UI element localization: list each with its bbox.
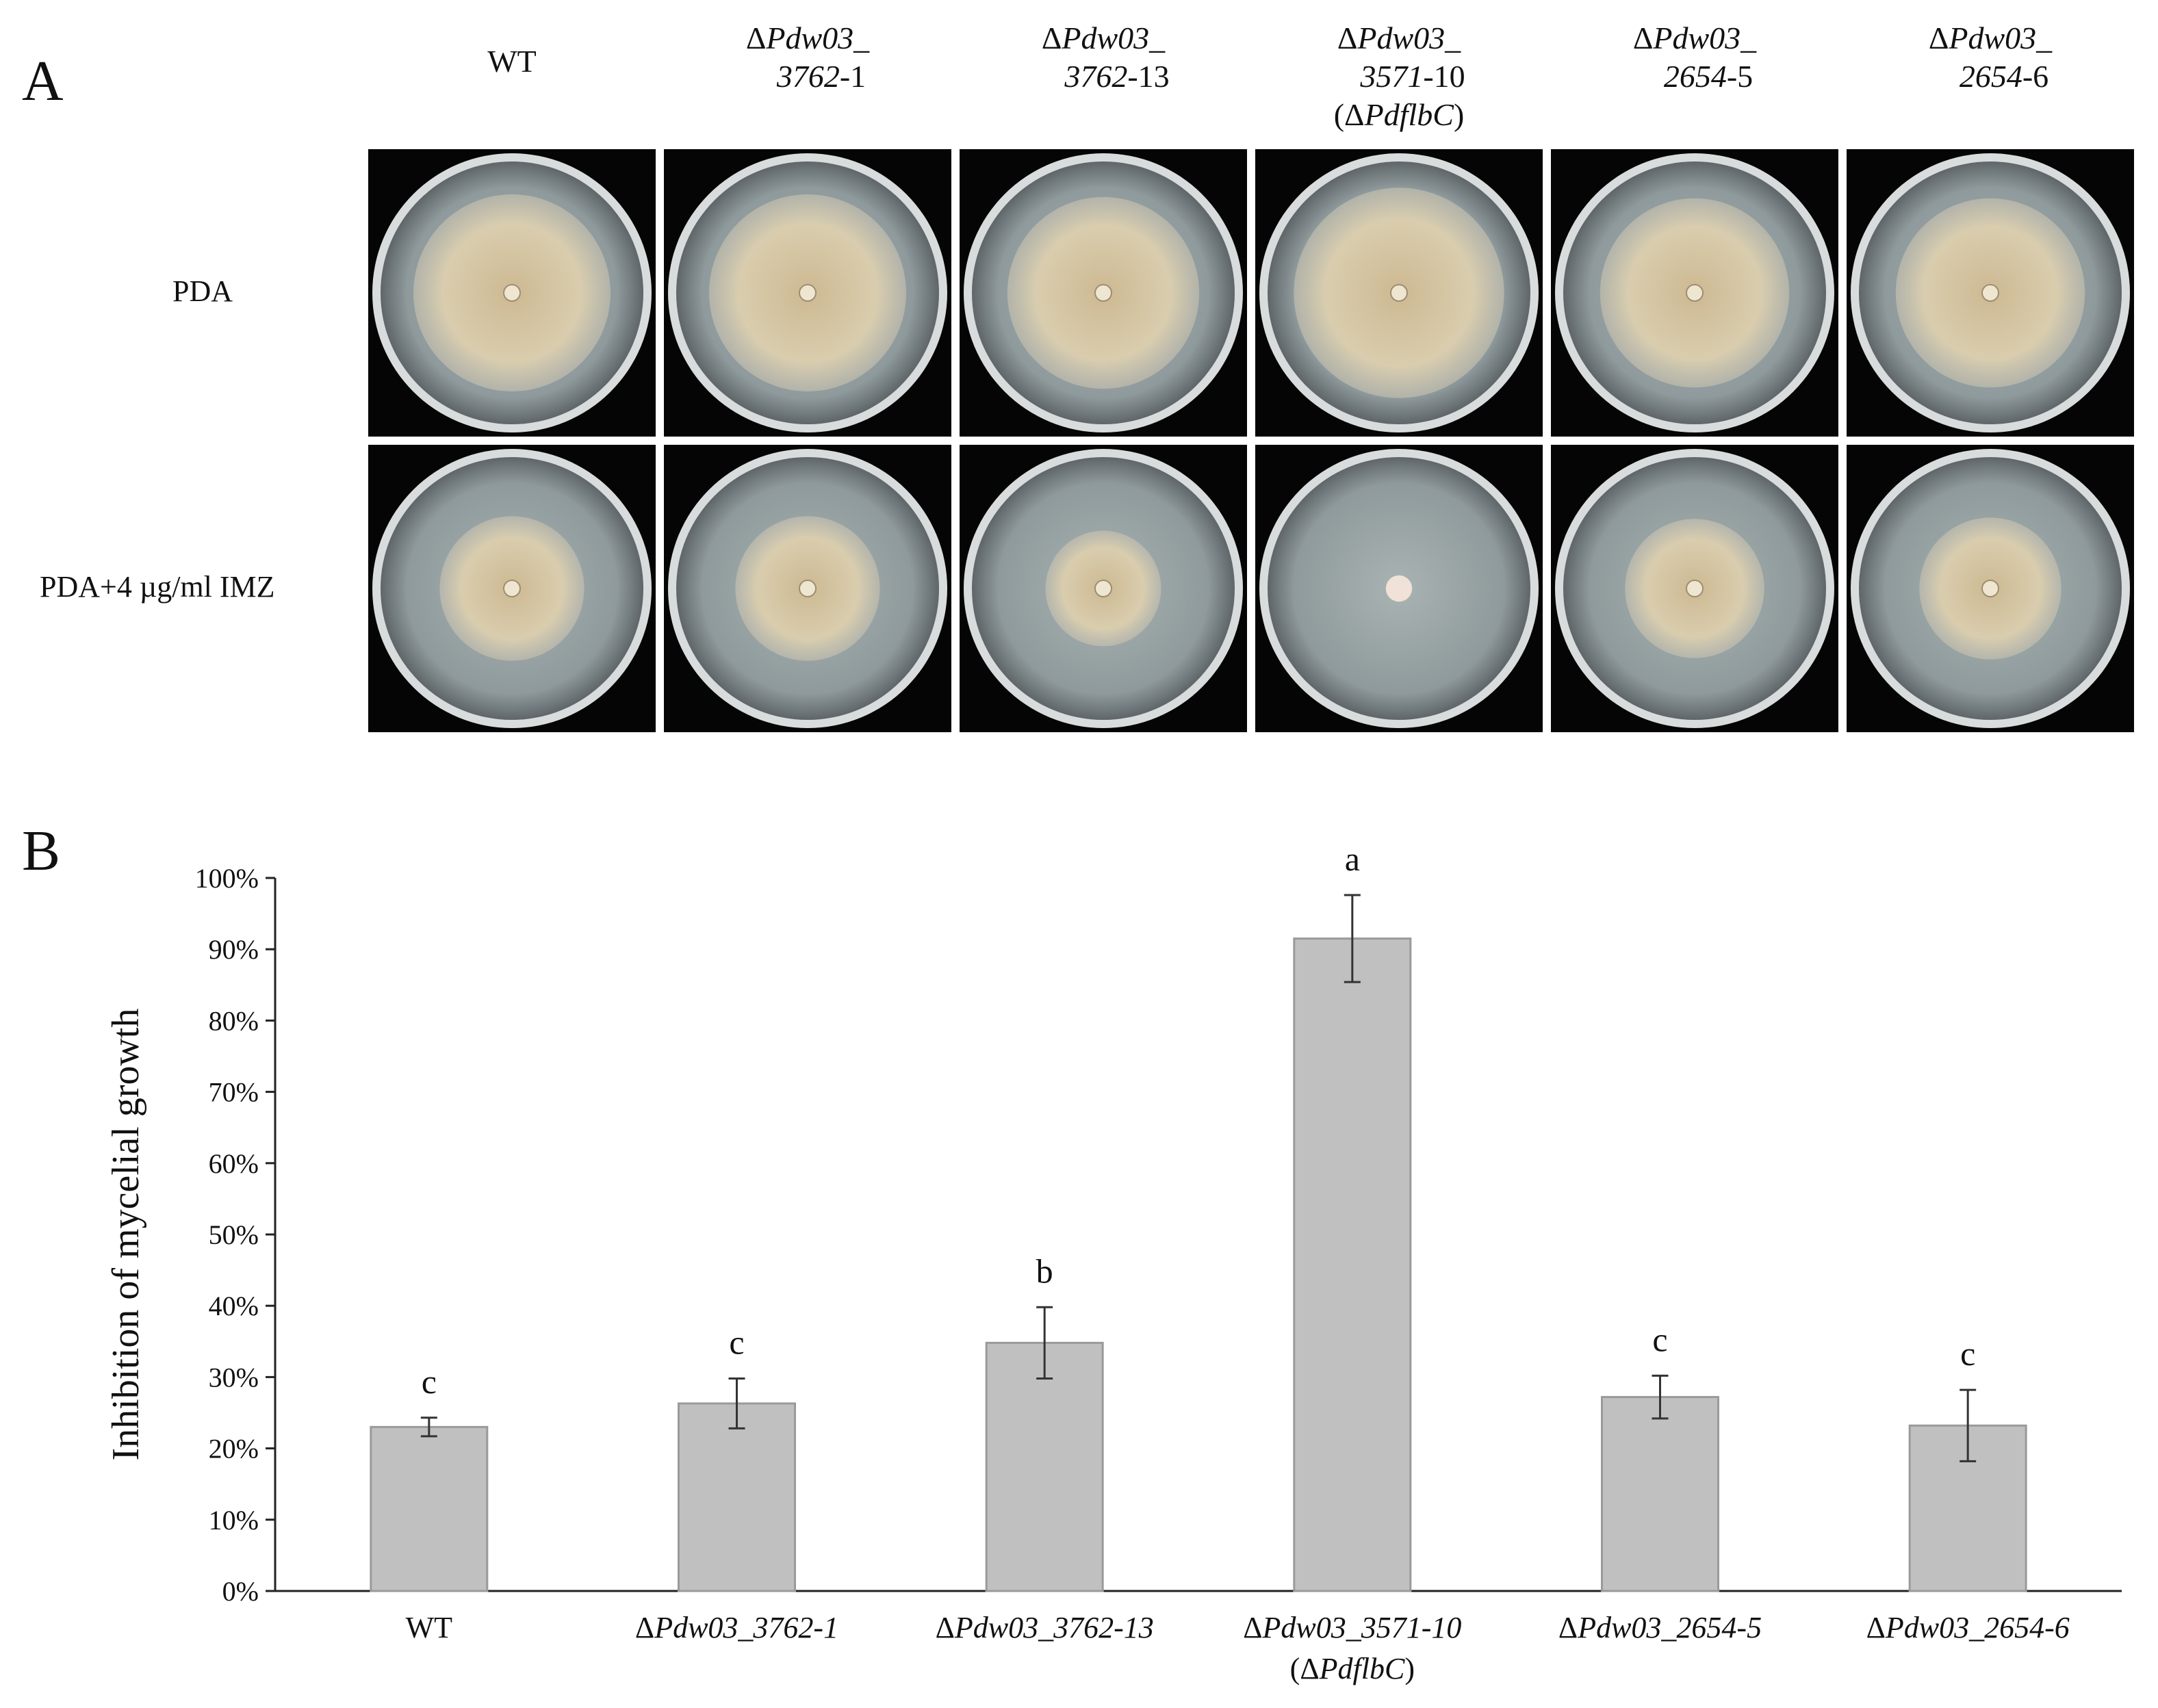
column-header-line: ΔPdw03_ (1632, 21, 1757, 55)
inoculum-plug (799, 580, 817, 597)
y-tick-label: 30% (209, 1362, 259, 1393)
column-header-line: WT (487, 44, 537, 79)
y-tick-label: 90% (209, 934, 259, 965)
column-header-line: 2654-6 (1959, 59, 2049, 94)
inoculum-plug (1686, 284, 1704, 302)
significance-label: c (1652, 1320, 1667, 1358)
y-tick-label: 20% (209, 1434, 259, 1464)
column-header-1: WT (368, 42, 656, 81)
petri-plate (368, 445, 656, 732)
bar (370, 1425, 489, 1592)
petri-plate (1847, 149, 2134, 437)
petri-plate (1551, 445, 1838, 732)
significance-label: a (1345, 840, 1360, 878)
inoculum-plug (799, 284, 817, 302)
petri-plate (960, 149, 1247, 437)
column-header-4: ΔPdw03_ 3571-10 (ΔPdflbC) (1255, 19, 1543, 134)
column-header-line: ΔPdw03_ (745, 21, 870, 55)
y-tick-label: 60% (209, 1148, 259, 1179)
petri-plate (368, 149, 656, 437)
panel-a-letter: A (22, 49, 64, 113)
inoculum-plug (503, 580, 521, 597)
y-tick-label: 50% (209, 1219, 259, 1250)
x-tick-label: WT (406, 1611, 453, 1644)
x-tick-label: ΔPdw03_2654-6 (1866, 1611, 2070, 1644)
inoculum-plug (1094, 284, 1112, 302)
row-label-1: PDA (172, 274, 233, 308)
row-label-2: PDA+4 µg/ml IMZ (40, 570, 275, 604)
inoculum-plug (1094, 580, 1112, 597)
x-tick-label: ΔPdw03_2654-5 (1558, 1611, 1762, 1644)
x-tick-label: ΔPdw03_3762-13 (936, 1611, 1154, 1644)
significance-label: b (1036, 1252, 1053, 1290)
x-tick-label: ΔPdw03_3571-10 (1243, 1611, 1461, 1644)
panel-b-letter: B (22, 819, 61, 883)
inoculum-plug (503, 284, 521, 302)
column-header-3: ΔPdw03_ 3762-13 (960, 19, 1247, 96)
bar (1293, 937, 1412, 1592)
bar (1601, 1396, 1719, 1592)
petri-plate (960, 445, 1247, 732)
column-header-2: ΔPdw03_ 3762-1 (664, 19, 951, 96)
y-tick-label: 80% (209, 1005, 259, 1036)
inoculum-plug (1981, 284, 1999, 302)
column-header-line: 3762-1 (776, 59, 866, 94)
petri-plate (664, 149, 951, 437)
petri-plate (1551, 149, 1838, 437)
inoculum-plug (1686, 580, 1704, 597)
y-tick-label: 0% (222, 1576, 259, 1607)
bar-chart: 0% 10% 20% 30% 40% 50% 60% 70% 80% 90% 100% Inhibit… (105, 840, 2122, 1685)
column-header-line: 2654-5 (1663, 59, 1754, 94)
significance-label: c (1960, 1334, 1975, 1373)
colony (1385, 575, 1413, 602)
bar (985, 1341, 1104, 1592)
inoculum-plug (1390, 284, 1408, 302)
column-header-6: ΔPdw03_ 2654-6 (1847, 19, 2134, 96)
x-tick-label: ΔPdw03_3762-1 (635, 1611, 838, 1644)
significance-label: c (729, 1323, 744, 1361)
bar (678, 1402, 796, 1592)
y-tick-label: 100% (195, 863, 259, 894)
y-axis-label: Inhibition of mycelial growth (105, 1009, 147, 1461)
petri-plate (664, 445, 951, 732)
column-header-line: ΔPdw03_ (1928, 21, 2053, 55)
inoculum-plug (1981, 580, 1999, 597)
column-header-line: (ΔPdflbC) (1333, 97, 1465, 132)
column-header-line: ΔPdw03_ (1041, 21, 1166, 55)
column-header-line: 3571-10 (1360, 59, 1465, 94)
column-header-line: 3762-13 (1064, 59, 1170, 94)
petri-plate (1255, 149, 1543, 437)
y-tick-label: 70% (209, 1077, 259, 1108)
x-tick-sublabel: (ΔPdflbC) (1290, 1652, 1415, 1685)
petri-plate (1255, 445, 1543, 732)
column-header-line: ΔPdw03_ (1337, 21, 1461, 55)
significance-label: c (422, 1362, 437, 1401)
column-header-5: ΔPdw03_ 2654-5 (1551, 19, 1838, 96)
petri-plate (1847, 445, 2134, 732)
y-tick-label: 40% (209, 1291, 259, 1321)
y-tick-label: 10% (209, 1505, 259, 1536)
